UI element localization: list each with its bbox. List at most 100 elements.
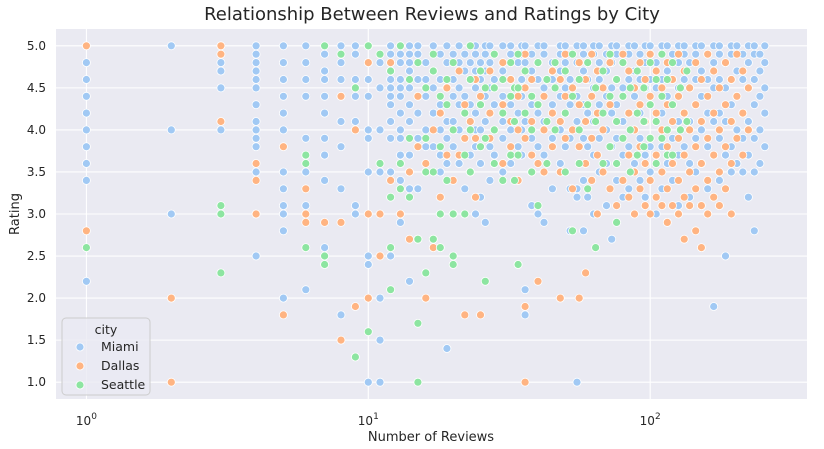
data-point — [386, 133, 396, 143]
data-point — [216, 41, 226, 51]
data-point — [395, 49, 405, 59]
data-point — [605, 91, 615, 101]
data-point — [691, 226, 701, 236]
y-axis-label: Rating — [8, 193, 23, 235]
data-point — [442, 344, 452, 353]
data-point — [405, 83, 414, 93]
data-point — [476, 66, 485, 76]
data-point — [278, 91, 288, 101]
data-point — [598, 108, 608, 118]
data-point — [448, 251, 458, 261]
data-point — [539, 150, 549, 160]
data-point — [506, 41, 516, 51]
data-point — [587, 175, 597, 185]
data-point — [651, 159, 661, 168]
data-point — [738, 150, 748, 160]
data-point — [510, 117, 519, 126]
data-point — [539, 83, 549, 93]
data-point — [721, 142, 730, 152]
data-point — [471, 83, 480, 93]
data-point — [548, 184, 557, 194]
data-point — [375, 377, 385, 387]
data-point — [560, 167, 570, 177]
data-point — [442, 175, 452, 185]
data-point — [216, 125, 226, 135]
data-point — [630, 159, 639, 168]
data-point — [448, 49, 458, 59]
data-point — [435, 192, 445, 202]
data-point — [605, 100, 615, 110]
data-point — [612, 201, 621, 211]
data-point — [498, 159, 508, 168]
data-point — [386, 66, 396, 76]
data-point — [363, 75, 373, 84]
data-point — [413, 184, 423, 194]
data-point — [413, 234, 423, 244]
data-point — [640, 75, 650, 84]
data-point — [732, 133, 742, 143]
data-point — [460, 100, 470, 110]
data-point — [565, 75, 575, 84]
data-point — [520, 285, 530, 295]
data-point — [336, 117, 346, 126]
data-point — [386, 192, 396, 202]
data-point — [697, 159, 706, 168]
data-point — [421, 58, 431, 67]
data-point — [485, 142, 495, 152]
data-point — [471, 133, 480, 143]
data-point — [520, 302, 530, 311]
data-point — [624, 66, 634, 76]
data-point — [460, 310, 470, 320]
data-point — [721, 150, 730, 160]
data-point — [82, 41, 91, 51]
data-point — [605, 49, 615, 59]
data-point — [581, 117, 590, 126]
data-point — [435, 142, 445, 152]
data-point — [548, 108, 557, 118]
data-point — [405, 167, 414, 177]
data-point — [395, 133, 405, 143]
data-point — [594, 133, 604, 143]
data-point — [428, 41, 438, 51]
data-point — [542, 75, 552, 84]
data-point — [506, 58, 516, 67]
data-point — [442, 133, 452, 143]
data-point — [674, 49, 683, 59]
data-point — [560, 58, 570, 67]
data-point — [301, 58, 311, 67]
data-point — [506, 100, 516, 110]
data-point — [506, 91, 516, 101]
data-point — [405, 49, 414, 59]
data-point — [448, 125, 458, 135]
data-point — [527, 167, 537, 177]
data-point — [579, 49, 588, 59]
data-point — [386, 100, 396, 110]
data-point — [533, 142, 543, 152]
data-point — [442, 83, 452, 93]
data-point — [278, 58, 288, 67]
data-point — [336, 142, 346, 152]
data-point — [542, 117, 552, 126]
data-point — [760, 83, 770, 93]
data-point — [574, 58, 584, 67]
data-point — [251, 251, 261, 261]
data-point — [506, 142, 516, 152]
data-point — [489, 159, 499, 168]
data-point — [697, 75, 706, 84]
data-point — [350, 91, 360, 101]
data-point — [744, 117, 753, 126]
data-point — [594, 41, 604, 51]
data-point — [513, 142, 523, 152]
data-point — [216, 66, 226, 76]
data-point — [421, 125, 431, 135]
data-point — [442, 41, 452, 51]
data-point — [386, 58, 396, 67]
legend-marker — [75, 380, 85, 390]
data-point — [715, 175, 724, 185]
data-point — [82, 58, 91, 67]
data-point — [612, 41, 621, 51]
data-point — [350, 41, 360, 51]
data-point — [320, 217, 330, 227]
data-point — [336, 335, 346, 345]
data-point — [405, 58, 414, 67]
